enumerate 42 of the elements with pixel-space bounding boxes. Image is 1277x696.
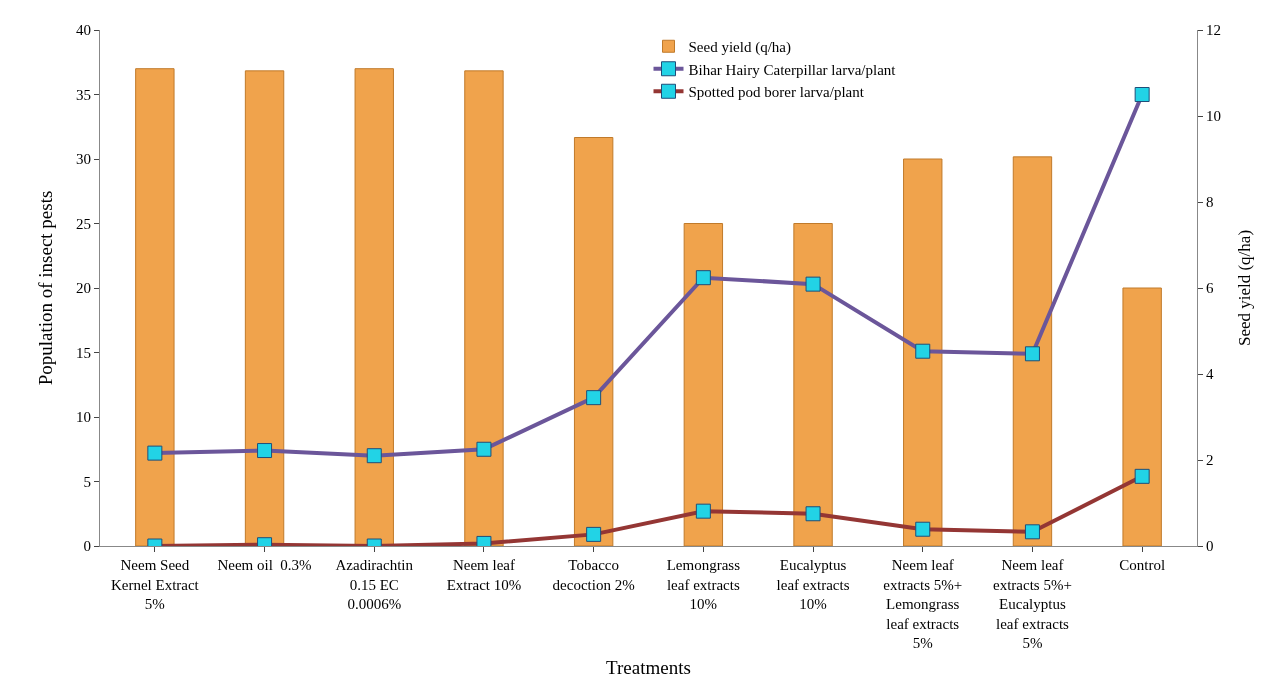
x-tick-label: Neem Seed Kernel Extract 5%: [110, 557, 200, 612]
x-tick-label: Eucalyptus leaf extracts 10%: [776, 557, 850, 612]
legend-label: Spotted pod borer larva/plant: [688, 84, 865, 101]
x-tick-label: Control: [1119, 557, 1166, 573]
y-tick-label: 0: [83, 538, 91, 555]
bar: [1012, 156, 1053, 546]
x-tick-label: Neem oil 0.3%: [217, 557, 312, 573]
x-tick-label: Neem leaf extracts 5%+ Lemongrass leaf extracts 5%: [883, 557, 963, 651]
bar: [793, 223, 833, 546]
x-axis-title: Treatments: [606, 656, 691, 678]
y2-tick-label: 2: [1206, 452, 1214, 469]
x-tick-label: Neem leaf Extract 10%: [446, 557, 522, 593]
y2-tick-label: 0: [1206, 538, 1214, 555]
y-tick-label: 15: [76, 344, 91, 361]
bar: [244, 70, 285, 546]
bar: [354, 68, 394, 546]
y2-tick-label: 10: [1206, 108, 1221, 125]
x-tick-label: Lemongrass leaf extracts 10%: [666, 557, 741, 612]
y2-axis-title: Seed yield (q/ha): [1234, 229, 1254, 347]
y2-tick-label: 8: [1206, 194, 1214, 211]
y2-tick-label: 12: [1206, 22, 1221, 39]
bar: [135, 68, 175, 546]
x-tick-label: Neem leaf extracts 5%+ Eucalyptus leaf extracts 5%: [993, 557, 1072, 651]
x-tick-label: Tobacco decoction 2%: [552, 557, 635, 593]
y-axis-title: Population of insect pests: [35, 190, 56, 386]
y-tick-label: 10: [76, 409, 91, 426]
y-tick-label: 35: [76, 86, 91, 103]
legend-label: Seed yield (q/ha): [688, 39, 791, 57]
y-tick-label: 40: [76, 22, 91, 39]
bar: [464, 70, 504, 546]
y-tick-label: 30: [76, 151, 91, 168]
bar: [683, 223, 724, 546]
x-tick-label: Azadirachtin 0.15 EC 0.0006%: [335, 557, 414, 612]
y2-tick-label: 6: [1206, 280, 1214, 297]
bar: [573, 137, 614, 546]
y-tick-label: 25: [76, 215, 91, 232]
y-tick-label: 5: [83, 473, 91, 490]
bar: [1122, 287, 1162, 546]
y-tick-label: 20: [76, 280, 91, 297]
legend-label: Bihar Hairy Caterpillar larva/plant: [688, 61, 897, 78]
bar: [903, 158, 943, 546]
y2-tick-label: 4: [1206, 366, 1214, 383]
